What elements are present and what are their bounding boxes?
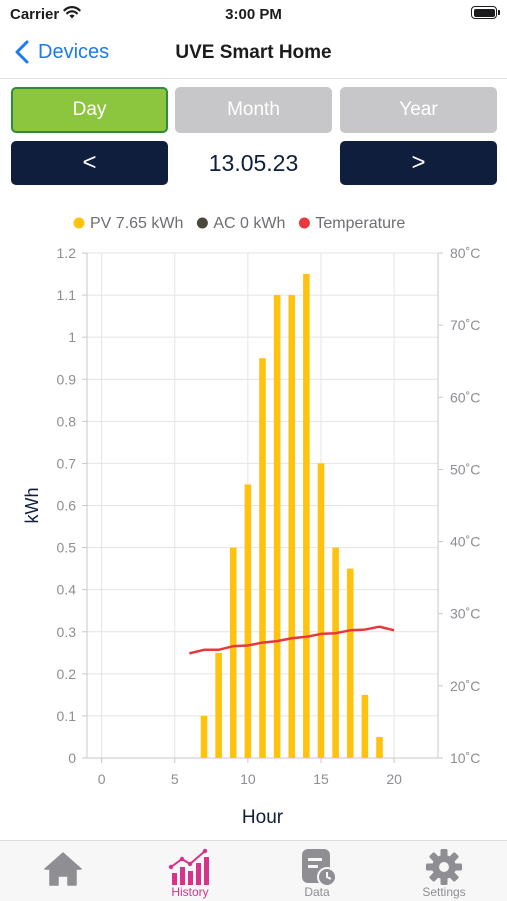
data-clock-icon: [302, 849, 337, 887]
tab-settings-label: Settings: [422, 885, 466, 899]
pv-bar: [215, 652, 222, 758]
y-tick-label: 0.5: [57, 540, 77, 556]
pv-bar: [229, 547, 237, 758]
y-tick-label: 0.1: [57, 708, 77, 724]
day-button[interactable]: Day: [11, 87, 168, 133]
legend-label: PV 7.65 kWh: [90, 215, 183, 232]
y-tick-label: 1: [68, 329, 76, 345]
x-tick-label: 20: [386, 771, 402, 787]
month-button[interactable]: Month: [175, 87, 332, 133]
status-time: 3:00 PM: [225, 6, 282, 23]
status-bar: Carrier 3:00 PM: [0, 0, 507, 30]
tab-data-label: Data: [304, 885, 330, 899]
tab-data[interactable]: Data: [254, 841, 380, 901]
pv-bar: [259, 358, 266, 758]
battery-icon: [471, 6, 500, 19]
tab-history[interactable]: History: [127, 841, 253, 901]
y-tick-label: 0.4: [57, 582, 77, 598]
tab-history-label: History: [171, 885, 209, 899]
wifi-icon: [63, 6, 81, 19]
legend-marker: [298, 217, 310, 229]
legend-label: AC 0 kWh: [213, 215, 285, 232]
pv-bar: [200, 715, 208, 758]
back-button-label: Devices: [38, 40, 110, 63]
x-tick-label: 5: [171, 771, 179, 787]
history-chart-icon: [168, 848, 209, 885]
pv-bar: [288, 295, 296, 758]
chevron-left-icon: [15, 40, 29, 64]
x-tick-label: 15: [313, 771, 329, 787]
gear-icon: [426, 849, 462, 885]
y2-tick-label: 50˚C: [450, 461, 480, 477]
current-date: 13.05.23: [208, 150, 299, 176]
navigation-bar: Devices UVE Smart Home: [0, 30, 507, 79]
y-tick-label: 0.9: [57, 371, 77, 387]
pv-bar: [244, 484, 252, 758]
carrier-label: Carrier: [10, 6, 60, 23]
previous-date-button[interactable]: <: [11, 141, 168, 185]
tab-home[interactable]: [0, 841, 126, 901]
y-axis-title: kWh: [22, 488, 42, 524]
legend-label: Temperature: [315, 215, 405, 232]
pv-bar: [361, 694, 369, 758]
y-tick-label: 1.2: [57, 245, 77, 261]
pv-bar: [303, 274, 310, 758]
y-tick-label: 0: [68, 750, 76, 766]
y-tick-label: 0.3: [57, 624, 77, 640]
y2-tick-label: 30˚C: [450, 606, 480, 622]
legend-marker: [196, 217, 208, 229]
y-tick-label: 0.2: [57, 666, 77, 682]
next-date-button[interactable]: >: [340, 141, 497, 185]
pv-bar: [346, 568, 354, 758]
temperature-line: [189, 625, 395, 655]
y2-tick-label: 10˚C: [450, 750, 480, 766]
y2-tick-label: 20˚C: [450, 678, 480, 694]
x-axis-title: Hour: [242, 807, 284, 828]
y-tick-label: 0.7: [57, 455, 77, 471]
back-button[interactable]: Devices: [12, 39, 109, 65]
pv-bar: [332, 547, 339, 758]
tab-bar: History Data Settings: [0, 840, 507, 901]
home-icon: [44, 852, 82, 886]
x-tick-label: 0: [98, 771, 106, 787]
legend-marker: [73, 217, 85, 229]
y-tick-label: 1.1: [57, 287, 77, 303]
y2-tick-label: 70˚C: [450, 317, 480, 333]
pv-bar: [273, 295, 281, 758]
y2-tick-label: 60˚C: [450, 389, 480, 405]
pv-bar: [317, 463, 325, 758]
y2-tick-label: 40˚C: [450, 534, 480, 550]
history-chart: 0 0.1 0.2 0.3 0.4 0.5 0.6 0.7 0.8 0.9 1 1.1 1.2 10˚C 2…: [22, 215, 480, 828]
pv-bar: [376, 736, 383, 758]
y2-tick-label: 80˚C: [450, 245, 480, 261]
y-tick-label: 0.8: [57, 413, 77, 429]
tab-settings[interactable]: Settings: [381, 841, 507, 901]
x-tick-label: 10: [240, 771, 256, 787]
year-button[interactable]: Year: [340, 87, 497, 133]
y-tick-label: 0.6: [57, 498, 77, 514]
